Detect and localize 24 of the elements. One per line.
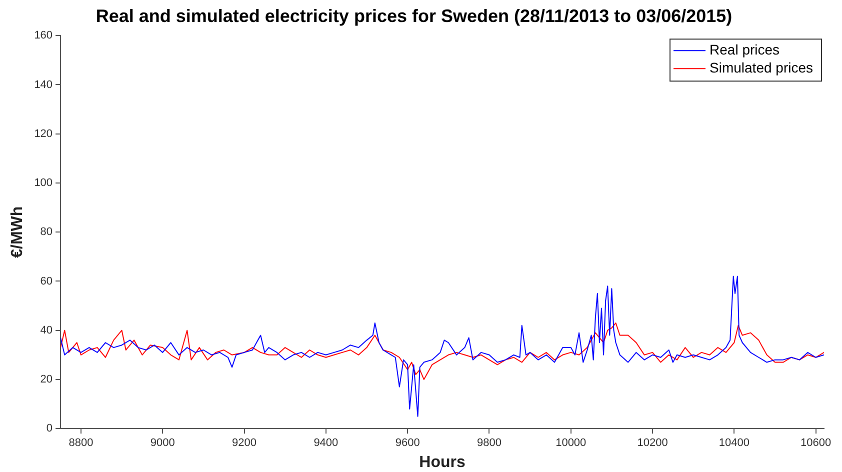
y-tick-label: 80 xyxy=(40,226,53,238)
x-tick-label: 9000 xyxy=(150,437,175,450)
x-tick-label: 10200 xyxy=(637,437,668,450)
x-tick-label: 9800 xyxy=(476,437,502,450)
y-tick-label: 0 xyxy=(46,422,53,435)
x-tick-label: 8800 xyxy=(68,437,94,450)
y-tick-label: 120 xyxy=(34,128,53,140)
chart-title: Real and simulated electricity prices for Sweden (28/11/2013 to 03/06/2015) xyxy=(96,6,732,26)
x-tick-label: 9400 xyxy=(314,437,338,450)
x-tick-label: 10000 xyxy=(556,437,586,450)
y-tick-label: 100 xyxy=(34,177,53,190)
x-tick-label: 9600 xyxy=(395,437,420,450)
y-tick-label: 140 xyxy=(34,78,53,91)
y-axis-title: €/MWh xyxy=(9,206,26,258)
x-axis-title: Hours xyxy=(419,454,466,471)
legend-label: Real prices xyxy=(710,41,780,58)
y-tick-label: 20 xyxy=(40,374,53,386)
x-tick-label: 10400 xyxy=(718,437,750,450)
y-tick-label: 40 xyxy=(40,324,53,336)
legend-label: Simulated prices xyxy=(710,59,814,76)
x-tick-label: 9200 xyxy=(232,437,257,450)
y-tick-label: 160 xyxy=(34,30,53,42)
y-tick-label: 60 xyxy=(40,275,53,288)
x-tick-label: 10600 xyxy=(800,437,832,450)
